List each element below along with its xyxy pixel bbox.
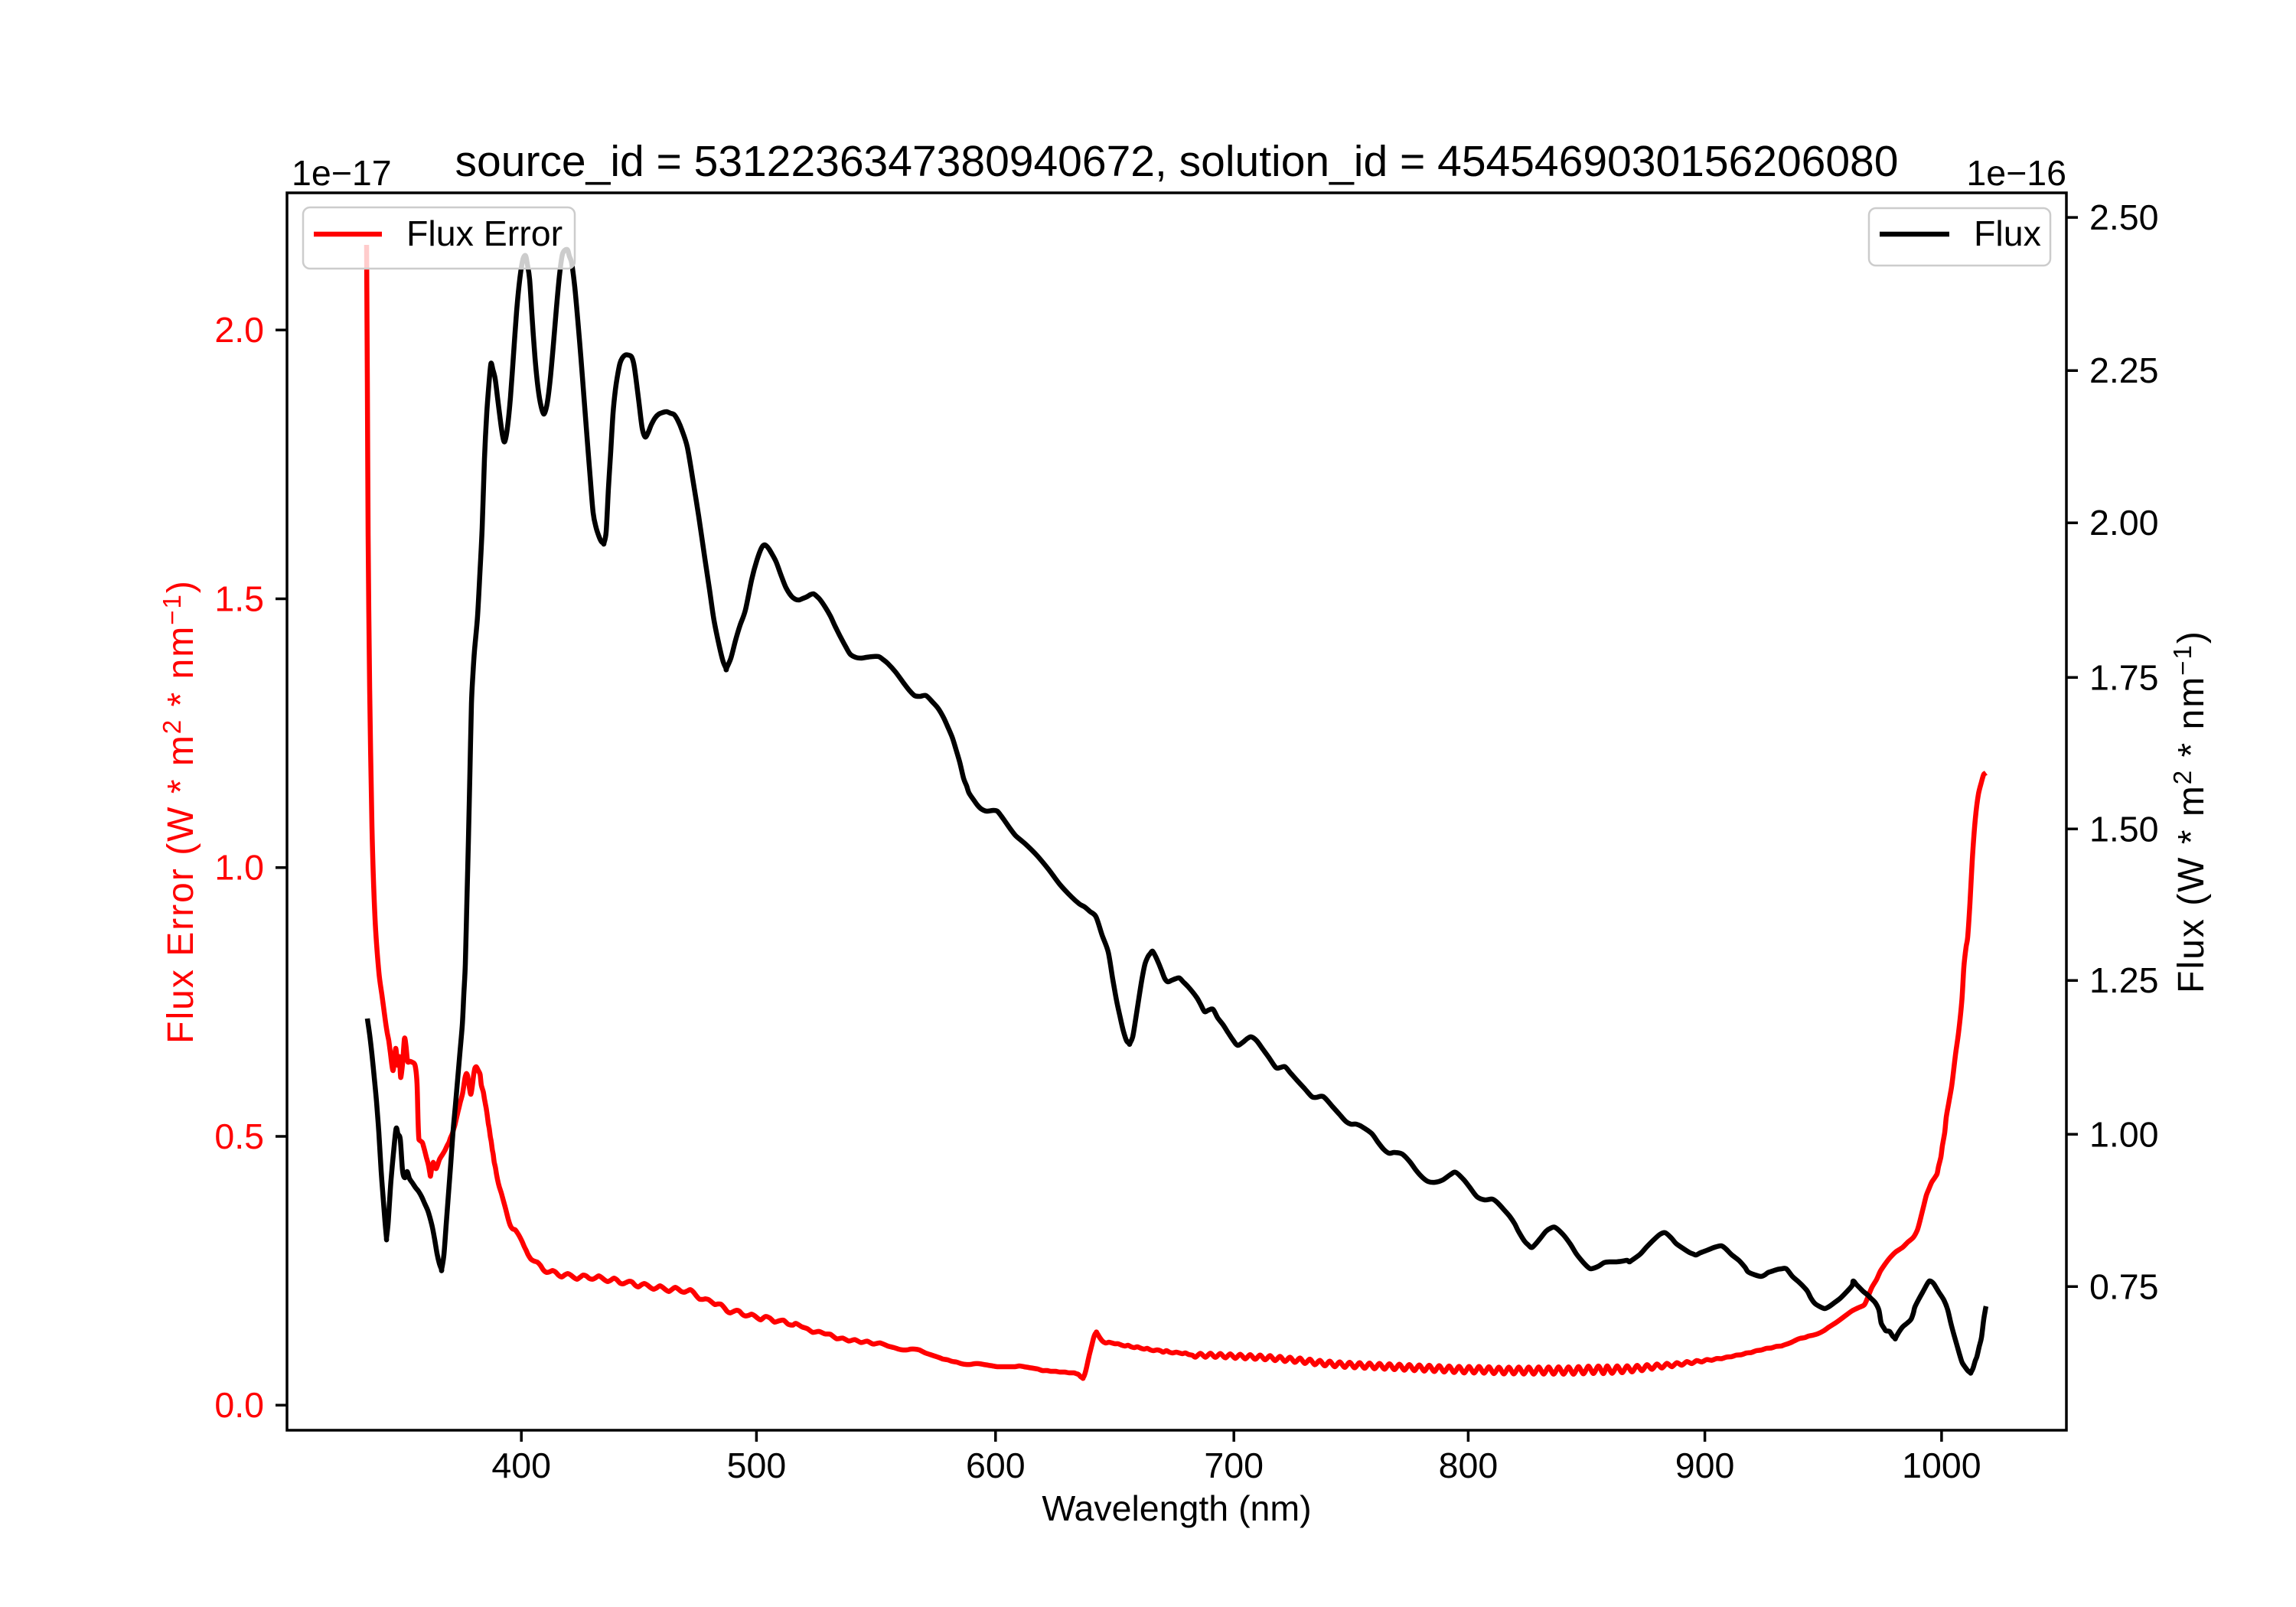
svg-text:1.50: 1.50 (2089, 809, 2159, 849)
svg-text:1.25: 1.25 (2089, 960, 2159, 1000)
svg-text:2.25: 2.25 (2089, 350, 2159, 390)
svg-text:2.0: 2.0 (214, 310, 264, 350)
svg-text:1000: 1000 (1902, 1446, 1981, 1485)
svg-text:1e−16: 1e−16 (1966, 153, 2066, 193)
svg-text:2.00: 2.00 (2089, 503, 2159, 543)
svg-text:1e−17: 1e−17 (292, 153, 392, 193)
svg-text:800: 800 (1439, 1446, 1499, 1485)
svg-text:Wavelength (nm): Wavelength (nm) (1042, 1488, 1311, 1528)
svg-text:0.0: 0.0 (214, 1385, 264, 1425)
svg-text:700: 700 (1204, 1446, 1264, 1485)
svg-text:source_id = 531223634738094067: source_id = 5312236347380940672, solutio… (455, 137, 1899, 186)
svg-text:Flux Error (W * m2 * nm−1): Flux Error (W * m2 * nm−1) (158, 579, 201, 1044)
svg-text:Flux: Flux (1974, 214, 2041, 253)
svg-text:1.5: 1.5 (214, 579, 264, 619)
svg-text:1.00: 1.00 (2089, 1114, 2159, 1154)
svg-text:500: 500 (727, 1446, 787, 1485)
svg-text:600: 600 (966, 1446, 1026, 1485)
svg-text:1.0: 1.0 (214, 848, 264, 888)
svg-text:900: 900 (1675, 1446, 1735, 1485)
svg-text:1.75: 1.75 (2089, 657, 2159, 697)
svg-text:400: 400 (491, 1446, 551, 1485)
svg-text:Flux (W * m2 * nm−1): Flux (W * m2 * nm−1) (2168, 630, 2212, 993)
svg-text:Flux Error: Flux Error (406, 214, 563, 253)
svg-text:2.50: 2.50 (2089, 197, 2159, 237)
svg-text:0.75: 0.75 (2089, 1266, 2159, 1306)
svg-text:0.5: 0.5 (214, 1116, 264, 1156)
